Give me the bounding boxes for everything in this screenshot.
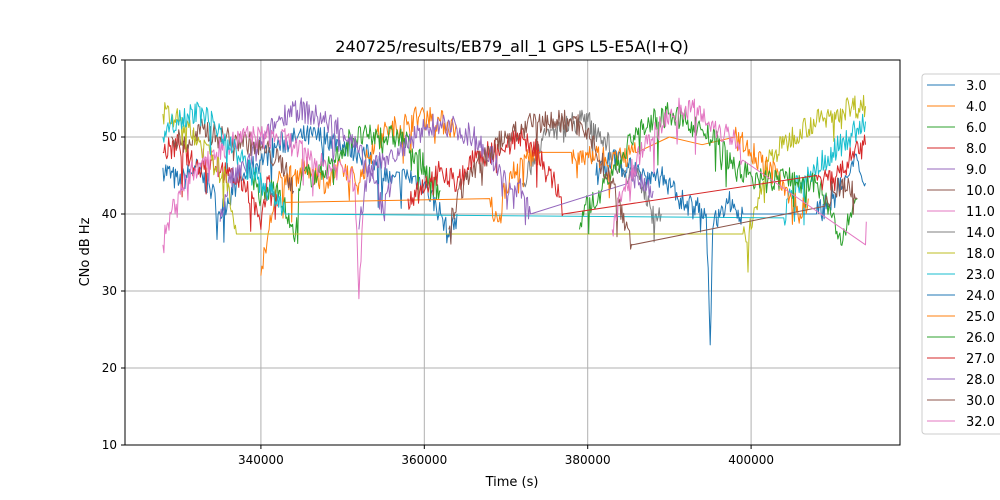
series-line-26.0 xyxy=(579,102,858,246)
y-tick-label: 60 xyxy=(102,53,117,67)
series-line-30.0 xyxy=(448,109,858,250)
y-tick-label: 40 xyxy=(102,207,117,221)
series-line-24.0 xyxy=(595,149,866,346)
y-tick-label: 20 xyxy=(102,361,117,375)
series-line-18.0 xyxy=(162,94,866,273)
y-axis-label: CNo dB Hz xyxy=(78,217,93,286)
plot-frame xyxy=(124,59,901,446)
legend-label: 24.0 xyxy=(966,289,995,304)
series-line-28.0 xyxy=(358,113,654,230)
legend-label: 11.0 xyxy=(966,205,995,220)
legend-label: 14.0 xyxy=(966,226,995,241)
legend-label: 26.0 xyxy=(966,331,995,346)
chart-title: 240725/results/EB79_all_1 GPS L5-E5A(I+Q… xyxy=(335,37,688,57)
x-tick-label: 340000 xyxy=(238,453,284,467)
axis-ticks: 340000 360000 380000 400000 10 20 30 40 50 60 xyxy=(102,53,774,467)
legend-label: 18.0 xyxy=(966,247,995,262)
legend-label: 30.0 xyxy=(966,394,995,409)
legend-label: 27.0 xyxy=(966,352,995,367)
series-line-9.0 xyxy=(219,97,393,222)
legend: 3.0 4.0 6.0 8.0 9.0 10.0 11.0 14.0 18.0 23.0 24.0 2… xyxy=(921,73,1000,435)
series-line-11.0 xyxy=(162,125,364,300)
legend-label: 28.0 xyxy=(966,373,995,388)
x-tick-label: 380000 xyxy=(565,453,611,467)
series-lines xyxy=(162,94,867,346)
x-axis-label: Time (s) xyxy=(485,475,539,490)
series-line-14.0 xyxy=(521,109,662,243)
legend-box xyxy=(921,73,1000,435)
legend-label: 10.0 xyxy=(966,184,995,199)
x-tick-label: 360000 xyxy=(401,453,447,467)
series-line-27.0 xyxy=(407,125,866,217)
grid xyxy=(125,59,900,446)
y-tick-label: 50 xyxy=(102,130,117,144)
legend-label: 3.0 xyxy=(966,79,987,94)
legend-label: 8.0 xyxy=(966,142,987,157)
legend-label: 6.0 xyxy=(966,121,987,136)
legend-label: 9.0 xyxy=(966,163,987,178)
series-line-23.0 xyxy=(162,101,866,226)
series-line-3.0 xyxy=(162,125,458,244)
y-tick-label: 30 xyxy=(102,284,117,298)
y-tick-label: 10 xyxy=(102,438,117,452)
series-line-32.0 xyxy=(611,97,867,246)
legend-label: 25.0 xyxy=(966,310,995,325)
legend-label: 23.0 xyxy=(966,268,995,283)
x-tick-label: 400000 xyxy=(728,453,774,467)
legend-label: 32.0 xyxy=(966,415,995,430)
legend-label: 4.0 xyxy=(966,100,987,115)
series-line-4.0 xyxy=(260,106,458,276)
